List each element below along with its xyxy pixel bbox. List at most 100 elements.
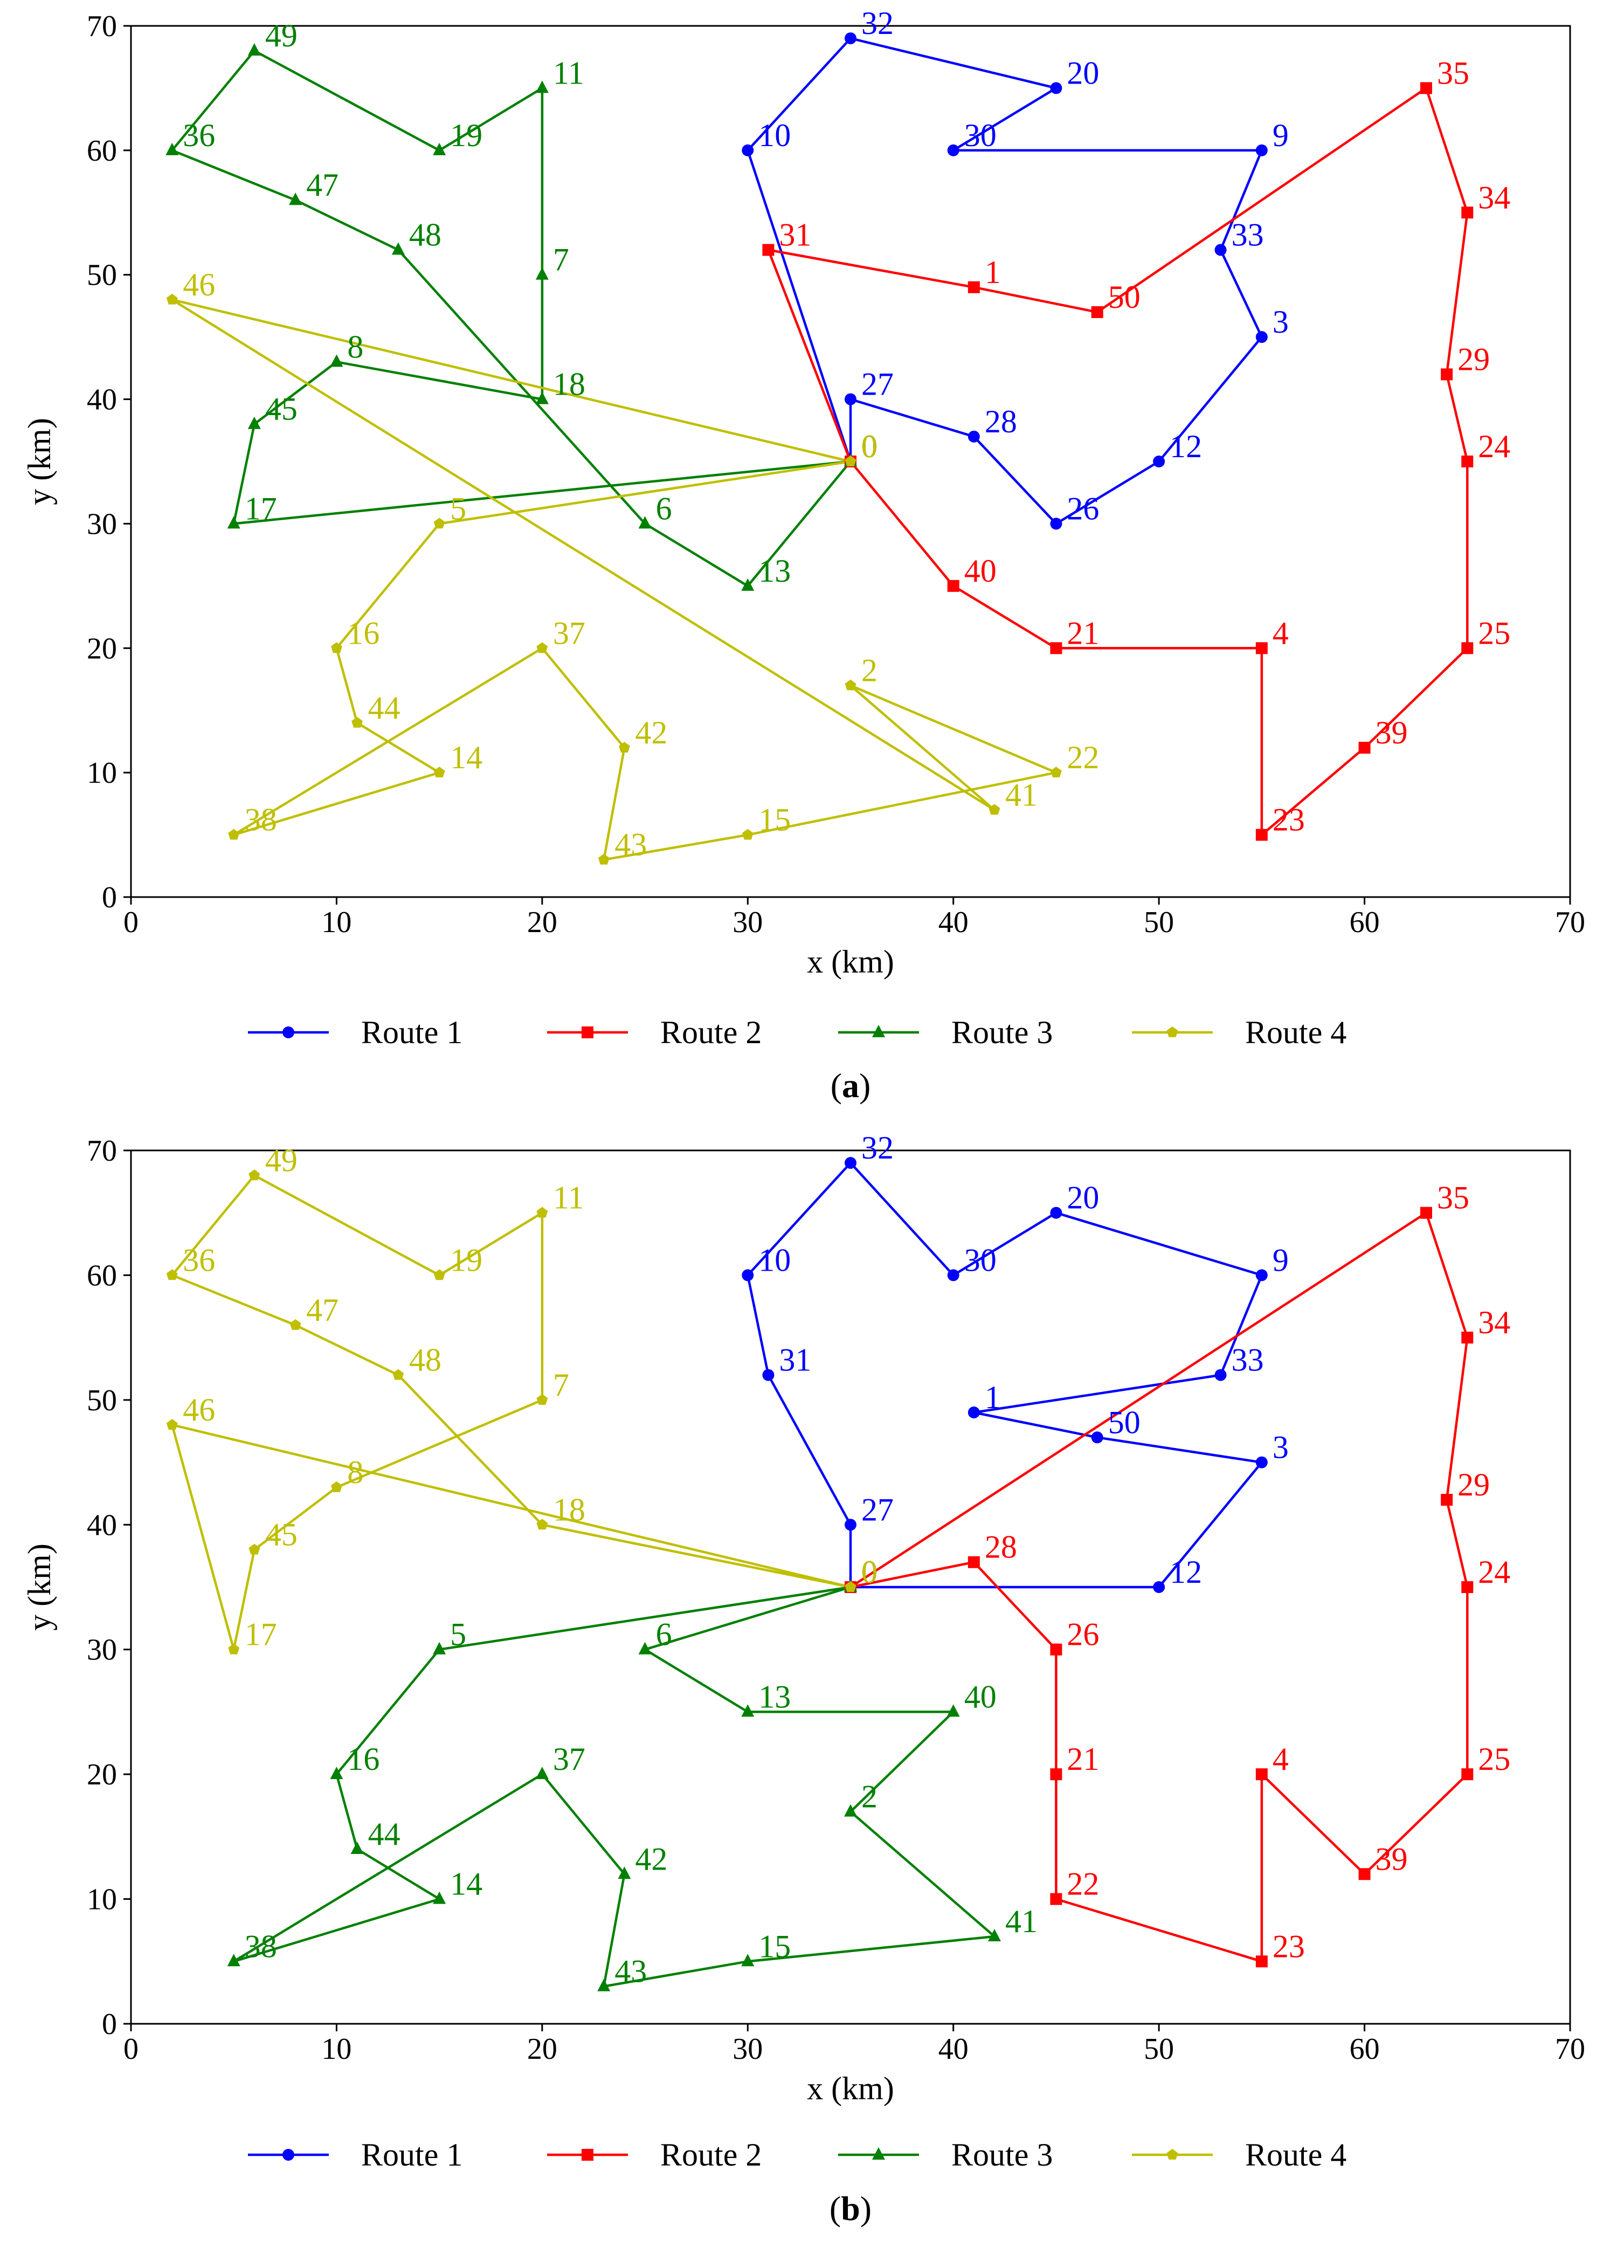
node-label: 17 [245, 1617, 277, 1652]
node-label: 14 [450, 740, 482, 775]
node-marker [1461, 206, 1474, 219]
y-tick-label: 70 [87, 1134, 117, 1168]
legend-item-route-2: Route 2 [547, 2137, 762, 2173]
node-label: 0 [861, 1554, 877, 1590]
route-line [171, 1174, 851, 1651]
node-marker [1420, 1207, 1432, 1219]
node-label: 1 [985, 1380, 1001, 1415]
node-marker [845, 1519, 856, 1531]
node-label: 42 [635, 1841, 667, 1877]
node-label: 26 [1067, 491, 1099, 526]
node-label: 43 [614, 827, 647, 863]
node-marker [989, 804, 1000, 815]
node-label: 39 [1376, 715, 1408, 750]
legend-marker [582, 1026, 593, 1038]
legend-item-route-3: Route 3 [838, 1015, 1053, 1050]
node-marker [392, 1369, 404, 1380]
node-label: 12 [1170, 429, 1202, 464]
node-label: 20 [1067, 1180, 1099, 1216]
node-label: 14 [450, 1866, 482, 1902]
node-label: 0 [861, 429, 877, 464]
node-label: 0 [861, 1554, 877, 1590]
node-marker [946, 1704, 960, 1717]
legend-marker [872, 2147, 885, 2160]
node-label: 28 [985, 404, 1017, 439]
node-marker [741, 1954, 755, 1967]
node-label: 12 [1170, 1554, 1202, 1590]
x-tick-label: 0 [123, 906, 139, 939]
node-marker [535, 80, 549, 93]
y-tick-label: 20 [87, 1758, 117, 1791]
node-label: 33 [1232, 217, 1264, 253]
node-marker [536, 1394, 548, 1405]
plot-frame [130, 25, 1571, 898]
node-marker [536, 642, 548, 653]
node-marker [433, 1269, 445, 1280]
node-label: 42 [635, 715, 667, 750]
node-label: 50 [1108, 279, 1141, 315]
legend-label: Route 2 [660, 2137, 762, 2173]
node-label: 24 [1478, 429, 1510, 464]
node-label: 0 [861, 1554, 877, 1590]
node-marker [433, 767, 445, 777]
x-tick-label: 70 [1555, 906, 1585, 939]
y-axis-label: y (km) [22, 1543, 57, 1631]
node-label: 0 [861, 429, 877, 464]
node-marker [1050, 82, 1062, 94]
legend-item-route-3: Route 3 [838, 2137, 1053, 2173]
node-label: 10 [758, 1242, 791, 1278]
series-4 [171, 298, 1058, 861]
legend-marker [282, 2149, 294, 2161]
node-label: 39 [1376, 1841, 1408, 1877]
node-label: 46 [183, 267, 215, 302]
x-tick-label: 60 [1350, 906, 1380, 939]
node-label: 47 [306, 167, 338, 203]
node-label: 44 [368, 1816, 400, 1852]
node-label: 23 [1273, 802, 1305, 838]
node-label: 0 [861, 429, 877, 464]
node-marker [947, 1269, 959, 1281]
node-marker [228, 1643, 240, 1655]
node-label: 37 [553, 615, 585, 651]
legend-label: Route 2 [660, 1015, 762, 1050]
node-marker [350, 1842, 364, 1854]
node-label: 35 [1437, 1180, 1469, 1216]
y-tick-label: 10 [87, 1883, 117, 1917]
node-marker [248, 1543, 260, 1555]
node-label: 44 [368, 690, 400, 726]
node-marker [1461, 1332, 1474, 1344]
node-label: 15 [758, 802, 791, 838]
node-marker [1214, 1369, 1227, 1381]
node-label: 9 [1273, 1242, 1289, 1278]
node-label: 36 [183, 1242, 215, 1278]
y-tick-label: 60 [87, 134, 117, 168]
x-tick-label: 50 [1144, 906, 1174, 939]
legend-marker [582, 2149, 593, 2161]
node-marker [741, 578, 755, 591]
node-label: 29 [1457, 341, 1490, 377]
node-marker [1461, 642, 1474, 654]
node-label: 0 [861, 1554, 877, 1590]
x-tick-label: 50 [1144, 2032, 1174, 2066]
route-line [747, 1161, 1263, 1589]
node-marker [1255, 642, 1268, 654]
node-marker [1050, 1768, 1062, 1781]
node-marker [227, 516, 240, 529]
legend: Route 1 Route 2 Route 3 Route 4 [248, 2137, 1346, 2173]
node-label: 22 [1067, 1866, 1099, 1902]
node-marker [536, 1519, 548, 1530]
legend-marker [282, 1026, 294, 1038]
node-marker [247, 43, 261, 56]
node-marker [330, 354, 343, 367]
legend-label: Route 1 [361, 1015, 462, 1050]
node-label: 0 [861, 1554, 877, 1590]
node-label: 2 [861, 1779, 877, 1815]
node-label: 6 [656, 491, 672, 526]
node-label: 13 [758, 553, 791, 589]
node-label: 49 [265, 18, 298, 53]
node-marker [1214, 244, 1227, 256]
node-marker [742, 1269, 754, 1281]
series-4 [171, 1174, 851, 1651]
